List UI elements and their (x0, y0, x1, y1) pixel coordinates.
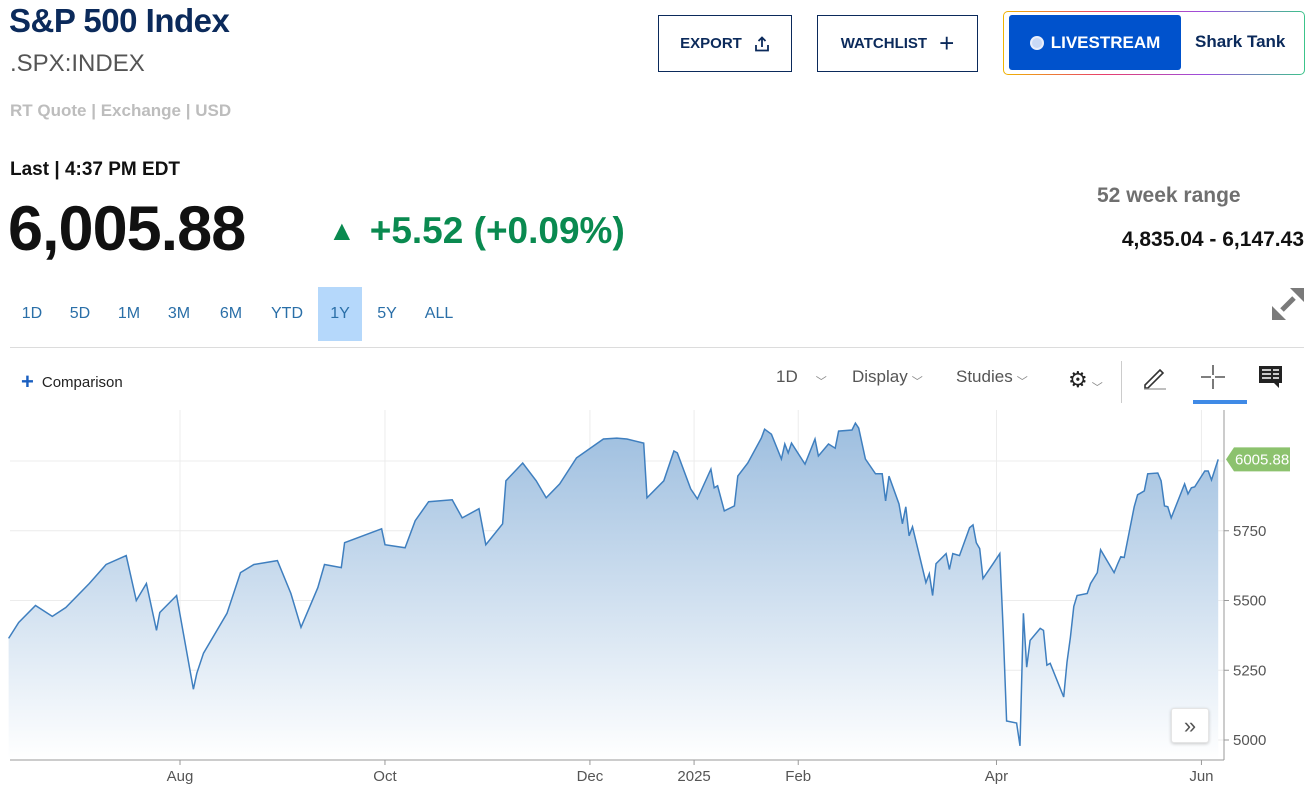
52-week-range-value: 4,835.04 - 6,147.43 (1121, 228, 1304, 251)
range-tab-3m[interactable]: 3M (167, 305, 191, 322)
y-tick-label: 5750 (1233, 523, 1266, 540)
comparison-button[interactable]: + Comparison (21, 369, 123, 394)
livestream-banner[interactable]: LIVESTREAM Shark Tank (1003, 11, 1305, 75)
up-arrow-icon: ▲ (328, 215, 356, 246)
quote-meta: RT Quote | Exchange | USD (10, 101, 232, 120)
last-price: 6,005.88 (8, 194, 246, 264)
range-tab-1d[interactable]: 1D (21, 305, 43, 322)
gear-icon: ⚙ (1068, 367, 1088, 392)
export-label: EXPORT (680, 35, 742, 52)
chevron-down-icon: ﹀ (815, 376, 827, 388)
range-tab-5d[interactable]: 5D (69, 305, 91, 322)
scroll-right-button[interactable]: » (1171, 708, 1209, 743)
comparison-label: Comparison (41, 373, 123, 391)
live-dot-icon (1029, 35, 1044, 50)
range-tab-1m[interactable]: 1M (117, 305, 141, 322)
x-tick-label: Oct (373, 768, 397, 785)
chevron-down-icon: ﹀ (911, 376, 923, 388)
x-tick-label: Apr (985, 768, 1008, 785)
range-tab-1y[interactable]: 1Y (318, 287, 362, 341)
plus-icon: + (939, 28, 955, 58)
range-tab-all[interactable]: ALL (424, 305, 454, 322)
range-tab-5y[interactable]: 5Y (377, 305, 397, 322)
x-tick-label: Aug (167, 768, 194, 785)
interval-dropdown[interactable]: 1D ﹀ (776, 367, 827, 388)
last-trade-time: Last | 4:37 PM EDT (10, 159, 181, 180)
watchlist-label: WATCHLIST (840, 35, 928, 52)
ticker-symbol: .SPX:INDEX (10, 50, 145, 77)
price-line (7, 421, 1219, 747)
display-dropdown[interactable]: Display ﹀ (852, 367, 923, 388)
last-value-tag-shape (1226, 447, 1290, 472)
range-tab-ytd[interactable]: YTD (271, 305, 303, 322)
studies-label: Studies (956, 367, 1013, 386)
pencil-icon[interactable] (1141, 363, 1169, 391)
last-value-label: 6005.88 (1235, 451, 1289, 468)
x-tick-label: Dec (577, 768, 604, 785)
double-chevron-right-icon: » (1183, 712, 1197, 738)
settings-dropdown[interactable]: ⚙ ﹀ (1068, 367, 1103, 394)
livestream-label: LIVESTREAM (1050, 32, 1161, 52)
range-tab-6m[interactable]: 6M (219, 305, 243, 322)
studies-dropdown[interactable]: Studies ﹀ (956, 367, 1028, 388)
divider (10, 347, 1304, 348)
x-tick-label: Jun (1189, 768, 1213, 785)
display-label: Display (852, 367, 908, 386)
page-title: S&P 500 Index (9, 2, 230, 39)
y-tick-label: 5250 (1233, 662, 1266, 679)
chevron-down-icon: ﹀ (1016, 376, 1028, 388)
52-week-range-label: 52 week range (1097, 184, 1241, 207)
livestream-button[interactable]: LIVESTREAM (1009, 15, 1181, 70)
y-tick-label: 5000 (1233, 732, 1266, 749)
active-tool-indicator (1193, 400, 1247, 404)
crosshair-icon[interactable] (1199, 363, 1227, 391)
price-chart[interactable]: Aug Oct Dec 2025 Feb Apr Jun 5000 5250 5500 5750 6… (0, 405, 1311, 793)
x-tick-label: Feb (785, 768, 811, 785)
chevron-down-icon: ﹀ (1091, 382, 1103, 394)
toolbar-separator (1121, 361, 1122, 403)
interval-label: 1D (776, 367, 798, 386)
expand-icon[interactable] (1270, 286, 1306, 322)
show-name[interactable]: Shark Tank (1195, 32, 1286, 51)
plus-icon: + (21, 369, 34, 394)
last-value-tag: 6005.88 (1226, 447, 1290, 472)
share-icon (754, 35, 769, 51)
price-change: ▲ +5.52 (+0.09%) (328, 210, 625, 252)
comment-icon[interactable] (1258, 365, 1284, 389)
price-area (8, 423, 1219, 760)
x-tick-label: 2025 (677, 768, 710, 785)
watchlist-button[interactable]: WATCHLIST + (817, 15, 978, 72)
change-value: +5.52 (+0.09%) (369, 210, 625, 251)
y-tick-label: 5500 (1233, 593, 1266, 610)
export-button[interactable]: EXPORT (658, 15, 792, 72)
